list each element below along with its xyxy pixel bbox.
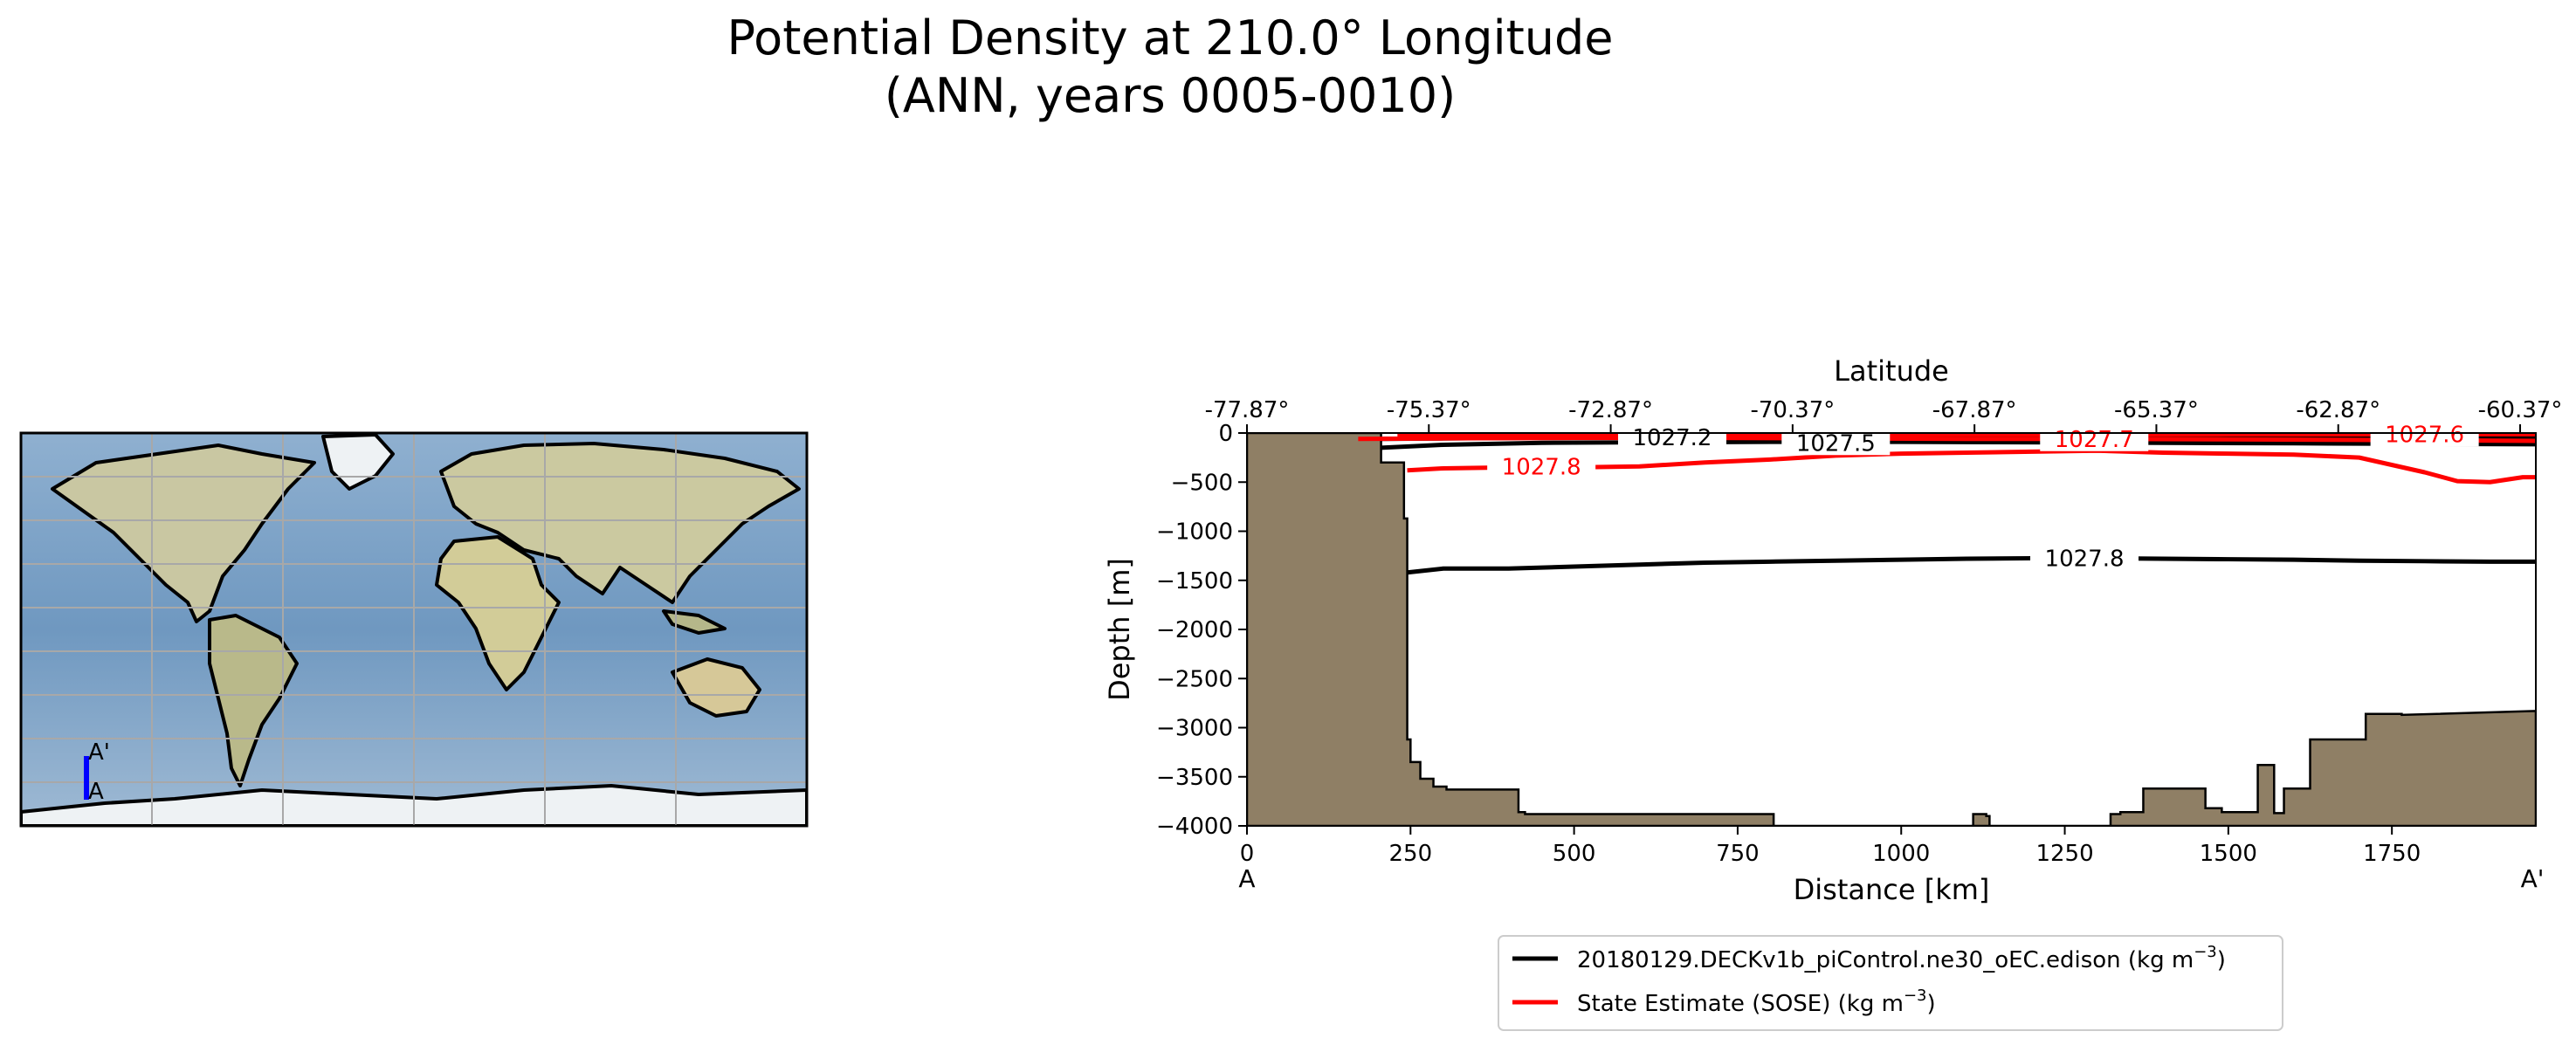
y-tick-label: −3500 [1156, 765, 1233, 791]
x-tick-label: 500 [1553, 841, 1596, 867]
contour-line [1407, 448, 2536, 485]
maritime-continent-landmass [662, 609, 727, 635]
australia-landmass [671, 657, 761, 718]
top-tick-label: -62.87° [2296, 397, 2380, 423]
map-frame [19, 431, 809, 828]
contour-label: 1027.6 [2385, 422, 2464, 448]
legend-frame [1498, 935, 2283, 1031]
transect-start-label: A [88, 779, 104, 805]
x-start-end-label: A [1238, 864, 1255, 893]
x-tick-label: 250 [1388, 841, 1432, 867]
contour-label: 1027.7 [2055, 427, 2134, 453]
top-tick-label: -70.37° [1750, 397, 1835, 423]
contour-label: 1027.5 [1796, 430, 1876, 457]
top-tick-label: -72.87° [1568, 397, 1653, 423]
x-tick-label: 750 [1716, 841, 1760, 867]
x-axis-label: Distance [km] [1794, 873, 1990, 906]
top-axis-label: Latitude [1834, 354, 1949, 388]
x-tick-label: 0 [1240, 841, 1255, 867]
figure-title-line2: (ANN, years 0005-0010) [885, 68, 1456, 123]
legend-label-sose-text: State Estimate (SOSE) (kg m [1577, 991, 1904, 1017]
legend: 20180129.DECKv1b_piControl.ne30_oEC.edis… [1498, 935, 2283, 1031]
top-tick-label: -75.37° [1387, 397, 1471, 423]
y-tick-label: −2000 [1156, 617, 1233, 643]
legend-label-sose: State Estimate (SOSE) (kg m−3) [1577, 987, 1936, 1017]
y-tick-label: −500 [1171, 470, 1233, 496]
inset-map: A' A [19, 431, 809, 828]
contour-label-bg [1487, 452, 1596, 479]
contour-label: 1027.8 [1502, 454, 1581, 480]
south-america-landmass [208, 614, 299, 787]
x-tick-label: 1750 [2363, 841, 2421, 867]
top-tick-label: -67.87° [1932, 397, 2017, 423]
legend-label-sose-end: ) [1927, 991, 1936, 1017]
contour-label-bg [2030, 544, 2139, 571]
legend-label-sose-sup: −3 [1904, 987, 1927, 1005]
transect-chart: 1027.8 1027.5 1027.2 1027.8 1027.7 1027.6 0 25… [1103, 354, 2562, 906]
x-tick-label: 1250 [2035, 841, 2093, 867]
contour-label-bg [1618, 423, 1727, 450]
contour-line [1358, 436, 2536, 443]
y-tick-label: 0 [1218, 421, 1233, 447]
contour-label: 1027.2 [1633, 425, 1712, 451]
legend-label-model-end: ) [2217, 947, 2226, 973]
y-tick-label: −1000 [1156, 519, 1233, 546]
y-tick-label: −4000 [1156, 814, 1233, 840]
bathymetry [1247, 433, 2536, 826]
y-axis-label: Depth [m] [1103, 558, 1136, 701]
contour-label-bg [2040, 424, 2149, 451]
top-tick-label: -60.37° [2478, 397, 2563, 423]
top-tick-label: -65.37° [2114, 397, 2199, 423]
figure-title-line1: Potential Density at 210.0° Longitude [727, 10, 1614, 65]
top-tick-label: -77.87° [1205, 397, 1290, 423]
y-tick-label: −1500 [1156, 568, 1233, 595]
x-tick-label: 1000 [1872, 841, 1930, 867]
y-tick-label: −2500 [1156, 666, 1233, 692]
contour-line [1407, 555, 2536, 575]
transect-end-label: A' [88, 739, 110, 766]
legend-label-model-sup: −3 [2194, 943, 2217, 961]
map-gridlines [21, 433, 807, 826]
legend-label-model: 20180129.DECKv1b_piControl.ne30_oEC.edis… [1577, 943, 2226, 973]
contour-line [1397, 433, 2536, 437]
x-end-end-label: A' [2521, 864, 2545, 893]
contour-label: 1027.8 [2045, 546, 2125, 572]
y-tick-label: −3000 [1156, 716, 1233, 742]
eurasia-landmass [439, 442, 801, 604]
contour-line [1381, 439, 2536, 450]
x-tick-label: 1500 [2200, 841, 2257, 867]
legend-label-model-text: 20180129.DECKv1b_piControl.ne30_oEC.edis… [1577, 947, 2194, 973]
